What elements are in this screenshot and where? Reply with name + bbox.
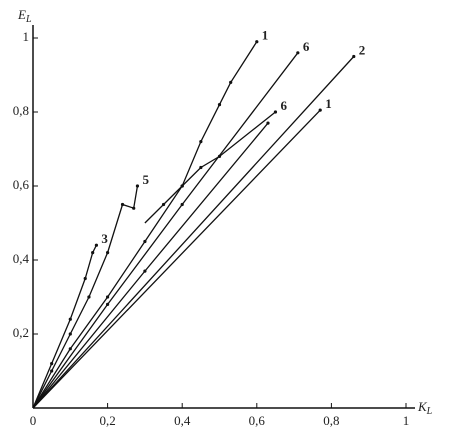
series-line — [32, 122, 269, 409]
point — [180, 202, 184, 207]
point — [217, 103, 222, 107]
y-tick-label: 0,2 — [13, 325, 29, 340]
point — [120, 202, 125, 207]
point — [106, 251, 110, 255]
curve-label: 2 — [359, 42, 366, 57]
series-line — [32, 56, 355, 409]
point — [50, 362, 54, 366]
x-tick-label: 0,8 — [323, 413, 339, 428]
point — [229, 80, 233, 84]
y-tick-label: 1 — [23, 29, 30, 44]
y-tick-label: 0,8 — [13, 103, 29, 118]
point — [199, 165, 203, 170]
point — [87, 295, 91, 299]
point — [273, 110, 278, 114]
point — [68, 347, 72, 351]
point — [83, 276, 87, 281]
point — [199, 140, 203, 144]
point — [135, 184, 140, 188]
series-line — [144, 111, 276, 224]
point — [161, 202, 166, 207]
point — [296, 51, 300, 55]
point — [91, 251, 95, 255]
x-tick-label: 0 — [30, 413, 37, 428]
y-axis-label: EL — [17, 7, 32, 25]
y-tick-label: 0,6 — [13, 177, 30, 192]
point — [106, 302, 110, 306]
curve-label: 6 — [280, 98, 287, 113]
point — [50, 369, 54, 373]
x-tick-label: 0,4 — [174, 413, 191, 428]
curve-label: 3 — [101, 231, 108, 246]
curve-label: 6 — [303, 39, 310, 54]
series-line — [32, 41, 258, 409]
x-tick-label: 0,6 — [249, 413, 266, 428]
point — [106, 295, 110, 299]
point — [94, 243, 99, 247]
curve-label: 1 — [262, 28, 269, 43]
curve-label: 1 — [325, 96, 332, 111]
x-tick-label: 0,2 — [99, 413, 115, 428]
series-line — [32, 52, 299, 409]
y-tick-label: 0,4 — [13, 251, 30, 266]
curve-label: 5 — [142, 172, 149, 187]
point — [180, 184, 184, 188]
point — [143, 269, 147, 273]
point — [217, 154, 222, 158]
x-axis-label: KL — [417, 399, 433, 417]
point — [68, 332, 72, 336]
point — [266, 121, 270, 125]
series-line — [32, 109, 321, 409]
x-tick-label: 1 — [403, 413, 410, 428]
series-line — [32, 185, 139, 409]
point — [132, 206, 136, 210]
point — [255, 40, 259, 44]
point — [143, 239, 147, 244]
point — [352, 54, 356, 59]
point — [68, 317, 72, 321]
point — [318, 108, 322, 112]
